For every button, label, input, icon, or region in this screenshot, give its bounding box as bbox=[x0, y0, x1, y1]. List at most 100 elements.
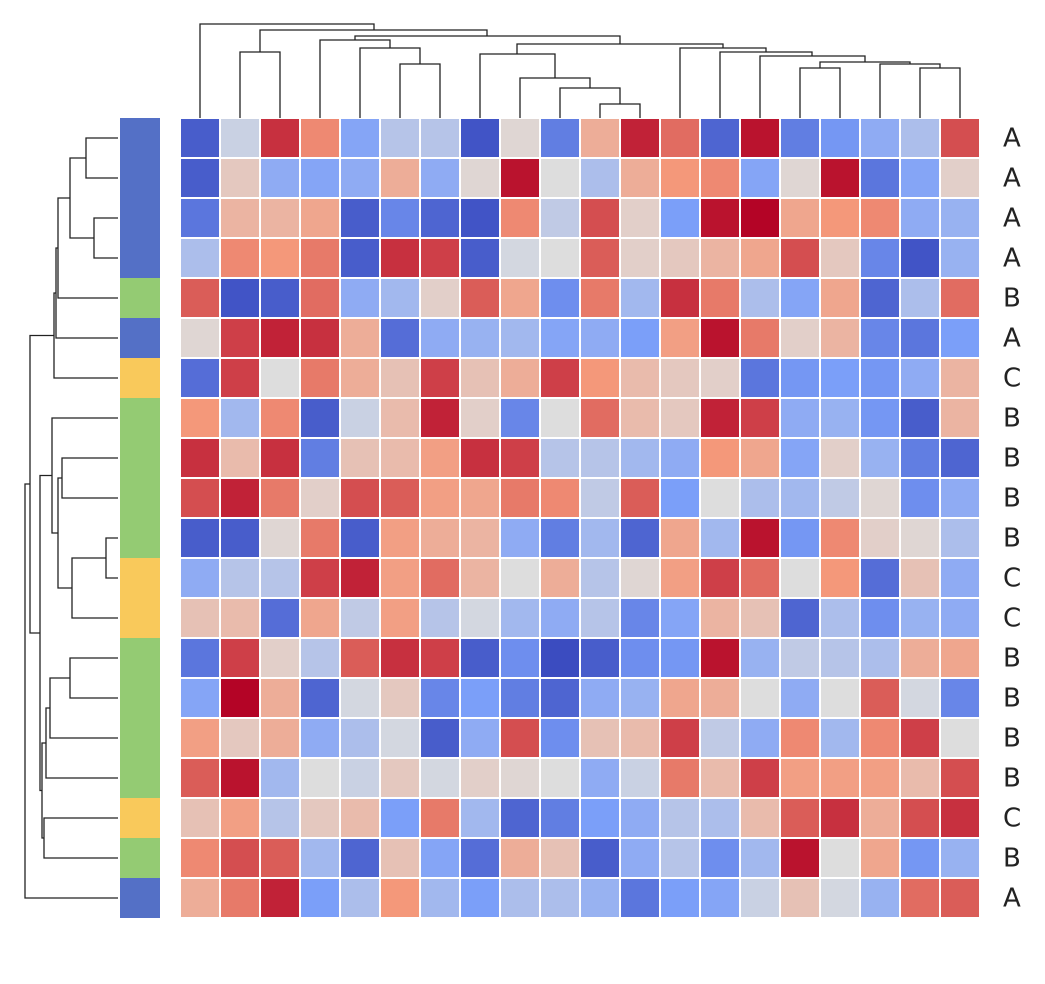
heatmap-cell bbox=[821, 599, 859, 637]
heatmap-cell bbox=[261, 279, 299, 317]
heatmap-cell bbox=[501, 479, 539, 517]
heatmap-cell bbox=[341, 719, 379, 757]
heatmap-cell bbox=[941, 399, 979, 437]
heatmap-cell bbox=[901, 759, 939, 797]
heatmap-cell bbox=[181, 799, 219, 837]
heatmap-cell bbox=[581, 279, 619, 317]
heatmap-cell bbox=[421, 119, 459, 157]
heatmap-cell bbox=[781, 519, 819, 557]
heatmap-cell bbox=[581, 599, 619, 637]
heatmap-cell bbox=[701, 719, 739, 757]
heatmap-cell bbox=[341, 199, 379, 237]
heatmap-cell bbox=[341, 879, 379, 917]
heatmap-cell bbox=[661, 639, 699, 677]
heatmap-cell bbox=[341, 839, 379, 877]
heatmap-cell bbox=[461, 879, 499, 917]
heatmap-cell bbox=[181, 599, 219, 637]
row-label: B bbox=[1003, 844, 1021, 874]
heatmap-cell bbox=[661, 319, 699, 357]
heatmap-cell bbox=[741, 319, 779, 357]
heatmap-cell bbox=[701, 439, 739, 477]
heatmap-cell bbox=[461, 639, 499, 677]
heatmap-cell bbox=[261, 759, 299, 797]
heatmap-cell bbox=[381, 119, 419, 157]
heatmap-cell bbox=[741, 519, 779, 557]
heatmap-cell bbox=[741, 399, 779, 437]
heatmap-cell bbox=[421, 279, 459, 317]
heatmap-cell bbox=[941, 479, 979, 517]
heatmap-cell bbox=[541, 439, 579, 477]
heatmap-cell bbox=[261, 199, 299, 237]
heatmap-cell bbox=[581, 799, 619, 837]
heatmap-cell bbox=[621, 879, 659, 917]
heatmap-cell bbox=[581, 159, 619, 197]
row-label: B bbox=[1003, 284, 1021, 314]
heatmap-cell bbox=[261, 319, 299, 357]
heatmap-cell bbox=[661, 199, 699, 237]
heatmap-cell bbox=[781, 719, 819, 757]
heatmap-cell bbox=[221, 359, 259, 397]
heatmap-cell bbox=[581, 719, 619, 757]
heatmap-cell bbox=[781, 439, 819, 477]
heatmap-cell bbox=[301, 319, 339, 357]
heatmap-cell bbox=[261, 399, 299, 437]
heatmap-cell bbox=[621, 599, 659, 637]
heatmap-cell bbox=[421, 599, 459, 637]
heatmap-cell bbox=[861, 479, 899, 517]
heatmap-cell bbox=[661, 239, 699, 277]
heatmap-cell bbox=[541, 639, 579, 677]
row-label: B bbox=[1003, 444, 1021, 474]
heatmap-cell bbox=[381, 519, 419, 557]
heatmap-cell bbox=[701, 599, 739, 637]
heatmap-cell bbox=[181, 399, 219, 437]
heatmap-cell bbox=[701, 279, 739, 317]
heatmap-cell bbox=[781, 639, 819, 677]
heatmap-cell bbox=[541, 839, 579, 877]
heatmap-cell bbox=[541, 679, 579, 717]
heatmap-cell bbox=[581, 519, 619, 557]
heatmap-cell bbox=[821, 359, 859, 397]
heatmap-cell bbox=[341, 599, 379, 637]
heatmap-cell bbox=[221, 879, 259, 917]
heatmap-cell bbox=[541, 199, 579, 237]
heatmap-cell bbox=[861, 159, 899, 197]
heatmap-cell bbox=[861, 799, 899, 837]
heatmap-cell bbox=[941, 599, 979, 637]
heatmap-cell bbox=[181, 319, 219, 357]
heatmap-cell bbox=[381, 799, 419, 837]
heatmap-cell bbox=[541, 119, 579, 157]
heatmap-cell bbox=[621, 719, 659, 757]
heatmap-cell bbox=[941, 199, 979, 237]
heatmap-cell bbox=[301, 399, 339, 437]
heatmap-cell bbox=[621, 199, 659, 237]
heatmap-cell bbox=[381, 599, 419, 637]
heatmap-cell bbox=[941, 719, 979, 757]
heatmap-cell bbox=[221, 279, 259, 317]
heatmap-cell bbox=[341, 359, 379, 397]
heatmap-cell bbox=[501, 839, 539, 877]
row-label: B bbox=[1003, 484, 1021, 514]
heatmap-cell bbox=[341, 639, 379, 677]
heatmap-cell bbox=[661, 839, 699, 877]
heatmap-cell bbox=[861, 119, 899, 157]
heatmap-cell bbox=[501, 719, 539, 757]
heatmap-cell bbox=[781, 759, 819, 797]
group-strip bbox=[120, 678, 160, 718]
heatmap-cell bbox=[661, 599, 699, 637]
heatmap-cell bbox=[621, 439, 659, 477]
heatmap-cell bbox=[221, 199, 259, 237]
heatmap-cell bbox=[621, 639, 659, 677]
heatmap-cell bbox=[181, 519, 219, 557]
heatmap-cell bbox=[221, 759, 259, 797]
heatmap-cell bbox=[901, 439, 939, 477]
heatmap-cell bbox=[341, 399, 379, 437]
heatmap-cell bbox=[941, 879, 979, 917]
heatmap-cell bbox=[421, 359, 459, 397]
heatmap-cell bbox=[221, 639, 259, 677]
heatmap-cell bbox=[381, 719, 419, 757]
heatmap-cell bbox=[821, 279, 859, 317]
heatmap-cell bbox=[661, 399, 699, 437]
heatmap-cell bbox=[741, 479, 779, 517]
heatmap-cell bbox=[301, 799, 339, 837]
heatmap-cell bbox=[581, 239, 619, 277]
